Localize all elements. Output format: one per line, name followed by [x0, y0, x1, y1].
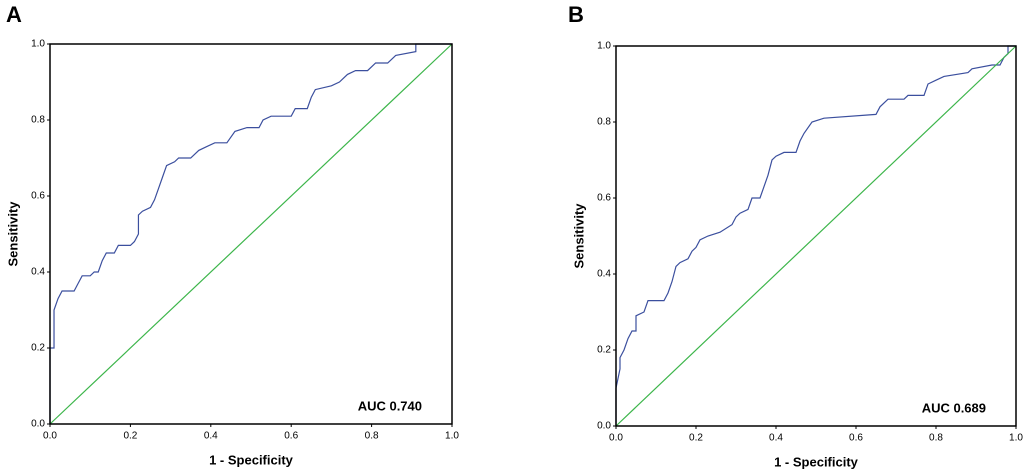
- x-tick-label: 1.0: [445, 431, 459, 442]
- y-tick-label: 0.4: [597, 269, 611, 280]
- x-axis-label: 1 - Specificity: [209, 452, 294, 467]
- x-axis-label: 1 - Specificity: [774, 454, 859, 469]
- annotation: AUC 0.689: [922, 400, 986, 415]
- y-tick-label: 1.0: [31, 39, 45, 50]
- y-tick-label: 0.6: [597, 193, 611, 204]
- x-tick-label: 0.8: [929, 433, 943, 444]
- panel-label: A: [6, 2, 22, 27]
- x-tick-label: 0.0: [609, 433, 623, 444]
- x-tick-label: 0.6: [849, 433, 863, 444]
- y-tick-label: 0.2: [597, 345, 611, 356]
- roc-line: [615, 45, 1016, 426]
- y-tick-label: 0.0: [31, 419, 45, 430]
- y-tick-label: 1.0: [597, 41, 611, 52]
- x-tick-label: 0.4: [204, 431, 218, 442]
- x-tick-label: 0.2: [689, 433, 703, 444]
- roc-line: [49, 43, 453, 425]
- x-tick-label: 1.0: [1009, 433, 1023, 444]
- plot-frame: [615, 45, 1017, 427]
- annotation: AUC 0.740: [358, 398, 422, 413]
- roc-line: [615, 45, 1017, 427]
- y-axis-label: Sensitivity: [5, 201, 20, 267]
- y-tick-label: 0.8: [31, 115, 45, 126]
- x-tick-label: 0.0: [43, 431, 57, 442]
- y-axis-label: Sensitivity: [571, 203, 586, 269]
- y-tick-label: 0.2: [31, 343, 45, 354]
- y-tick-label: 0.0: [597, 421, 611, 432]
- y-tick-label: 0.6: [31, 191, 45, 202]
- x-tick-label: 0.2: [123, 431, 137, 442]
- x-tick-label: 0.6: [284, 431, 298, 442]
- x-tick-label: 0.4: [769, 433, 783, 444]
- x-tick-label: 0.8: [365, 431, 379, 442]
- roc-line: [49, 43, 452, 424]
- panel-label: B: [568, 2, 584, 27]
- plot-frame: [49, 43, 453, 425]
- y-tick-label: 0.8: [597, 117, 611, 128]
- y-tick-label: 0.4: [31, 267, 45, 278]
